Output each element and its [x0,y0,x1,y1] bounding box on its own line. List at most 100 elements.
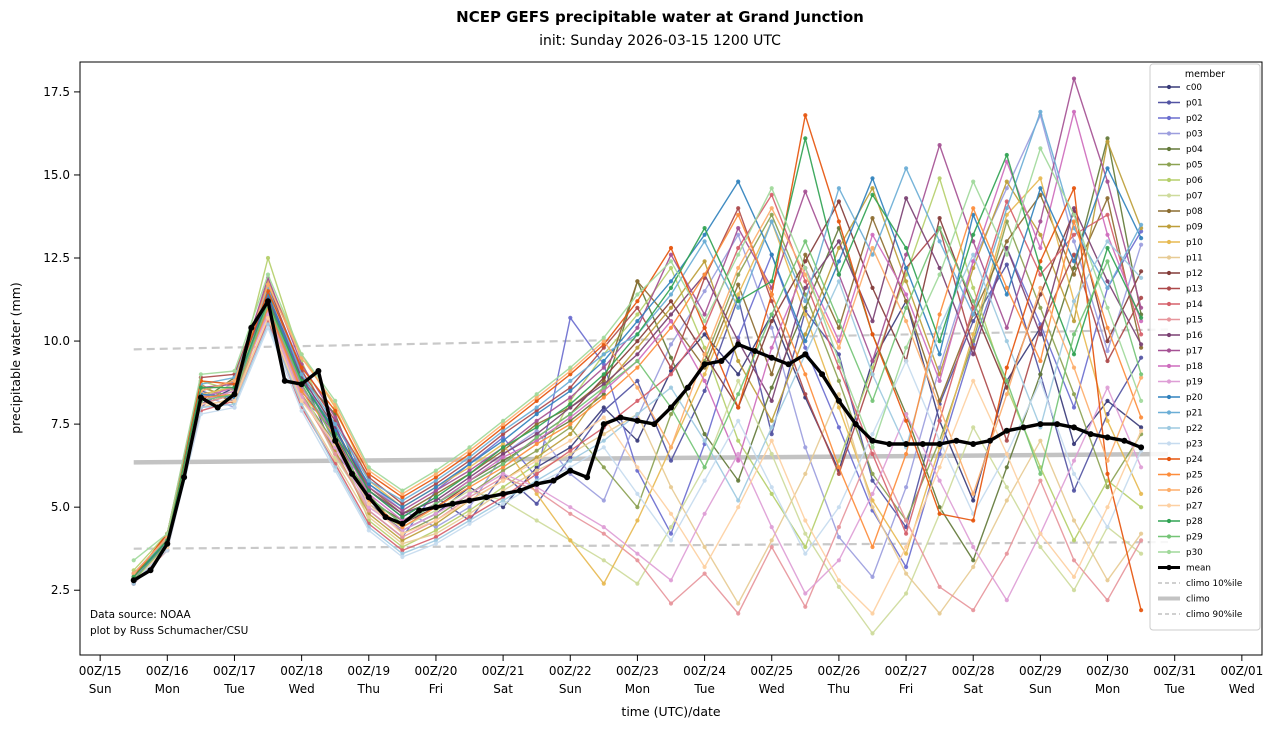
marker-p21 [668,292,674,297]
marker-p26 [501,422,506,427]
marker-p26 [400,491,405,496]
marker-p22 [1105,239,1110,244]
marker-p05 [635,505,640,510]
marker-p09 [1071,319,1077,324]
marker-p26 [433,471,438,476]
marker-p08 [1071,272,1077,277]
marker-p24 [501,425,506,430]
marker-p11 [1071,518,1077,523]
marker-p23 [803,551,808,556]
marker-p30 [568,365,573,370]
marker-p24 [937,511,942,516]
marker-p26 [131,571,136,576]
marker-p15 [668,601,674,606]
marker-mean [718,358,725,364]
marker-p20 [702,232,707,237]
marker-p25 [1004,285,1009,290]
marker-p18 [702,378,707,383]
marker-p09 [568,432,573,437]
marker-p11 [904,571,909,576]
marker-p26 [904,319,909,324]
marker-p03 [1071,239,1077,244]
marker-p09 [1038,232,1043,237]
marker-mean [584,474,591,481]
marker-p05 [870,471,875,476]
marker-p05 [1038,305,1043,310]
marker-p29 [971,299,976,304]
marker-p27 [635,465,640,470]
marker-p09 [702,259,707,264]
marker-p30 [1004,252,1009,257]
marker-c00 [534,465,539,470]
marker-mean [298,381,305,388]
marker-p28 [400,515,405,520]
marker-p04 [971,558,976,563]
y-tick-label: 17.5 [43,85,70,99]
marker-p15 [534,488,539,493]
legend-label-p11: p11 [1186,254,1203,264]
marker-p08 [836,325,842,330]
marker-p21 [870,252,875,257]
marker-p13 [836,471,842,476]
legend-sample-marker [1166,208,1172,214]
marker-p09 [635,345,640,350]
climo-90th-line [133,328,1168,351]
legend-label-p26: p26 [1186,486,1203,496]
marker-p18 [1038,245,1043,251]
marker-p28 [971,232,976,237]
marker-p14 [467,515,472,520]
x-tick-label-day: Sun [1029,682,1052,696]
marker-p11 [1038,438,1043,443]
marker-p20 [1105,166,1110,171]
legend-label-p06: p06 [1186,176,1203,186]
marker-p07 [1004,485,1009,490]
marker-p30 [299,352,304,357]
marker-p27 [433,518,438,523]
legend-label-p23: p23 [1186,440,1203,450]
marker-mean [550,477,557,484]
marker-mean [936,441,943,447]
marker-p28 [635,332,640,337]
marker-p07 [1139,551,1144,556]
marker-p06 [971,285,976,290]
marker-p09 [433,521,438,526]
marker-p14 [904,531,909,536]
marker-p23 [736,418,741,423]
x-tick-label-day: Sat [963,682,983,696]
marker-p15 [836,525,842,530]
marker-mean [600,421,607,428]
marker-p21 [366,478,371,483]
marker-p07 [467,488,472,493]
marker-p25 [534,441,539,447]
marker-p18 [568,415,573,420]
marker-mean [768,354,775,361]
marker-p02 [1071,405,1077,410]
marker-p02 [904,564,909,570]
marker-p14 [870,451,875,457]
marker-p03 [937,365,942,370]
marker-p02 [803,345,808,350]
marker-p16 [1038,332,1043,337]
marker-p06 [433,528,438,533]
legend-sample-marker [1166,410,1172,415]
marker-p17 [333,415,338,420]
legend-sample-marker [1166,115,1172,121]
marker-p30 [366,465,371,470]
marker-p19 [836,558,842,563]
marker-p19 [1139,465,1144,470]
marker-p08 [1004,239,1009,244]
marker-p22 [568,458,573,463]
marker-p21 [601,352,606,357]
marker-mean [802,351,809,358]
marker-p30 [769,186,774,191]
marker-p20 [904,265,909,271]
marker-p11 [534,468,539,473]
marker-p15 [333,451,338,457]
x-tick-label-day: Sat [493,682,513,696]
marker-p06 [736,438,741,443]
legend-sample-marker [1166,564,1172,571]
x-tick-label-day: Fri [899,682,913,696]
marker-p02 [534,475,539,480]
marker-p26 [568,368,573,374]
marker-p01 [702,388,707,393]
